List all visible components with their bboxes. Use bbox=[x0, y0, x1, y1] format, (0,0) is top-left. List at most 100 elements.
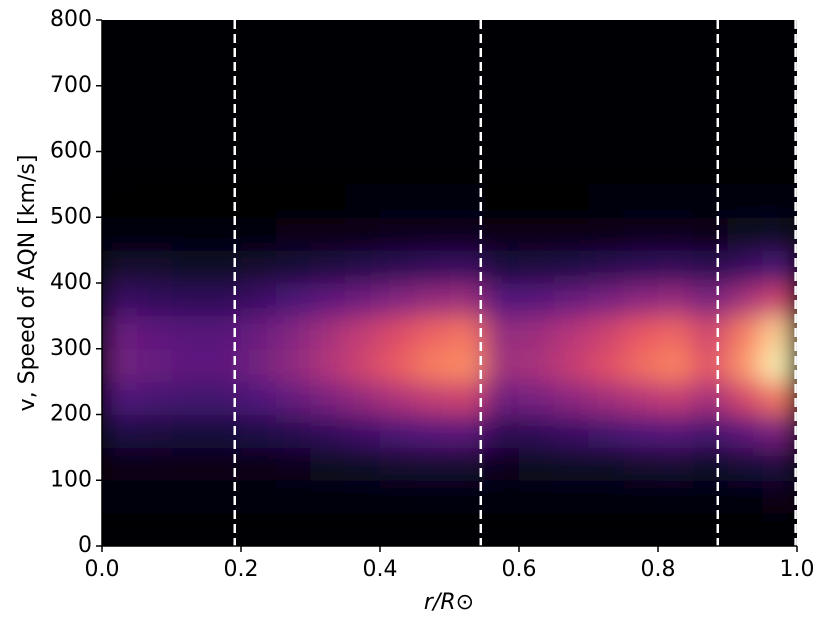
heat-cell bbox=[519, 447, 555, 481]
heat-cell bbox=[102, 414, 138, 448]
heat-cell bbox=[519, 414, 555, 448]
heat-cell bbox=[727, 381, 763, 415]
heat-cell bbox=[623, 217, 659, 251]
heat-cell bbox=[692, 217, 728, 251]
heat-cell bbox=[275, 283, 311, 317]
heat-cell bbox=[171, 447, 207, 481]
heat-cell bbox=[345, 315, 381, 350]
heat-cell bbox=[762, 283, 797, 317]
heat-cell bbox=[310, 184, 346, 218]
heat-cell bbox=[241, 480, 277, 514]
heat-cell bbox=[206, 414, 242, 448]
heat-cell bbox=[762, 315, 797, 350]
heat-cell bbox=[484, 184, 520, 218]
heat-cell bbox=[553, 381, 589, 415]
heat-cell bbox=[414, 283, 450, 317]
heatmap bbox=[102, 184, 797, 514]
heat-cell bbox=[241, 283, 277, 317]
heat-cell bbox=[658, 447, 694, 481]
heat-cell bbox=[658, 381, 694, 415]
heat-cell bbox=[380, 381, 416, 415]
heat-cell bbox=[623, 250, 659, 284]
y-tick-label: 600 bbox=[50, 139, 92, 164]
heat-cell bbox=[136, 217, 172, 251]
heat-cell bbox=[275, 217, 311, 251]
x-tick-label: 0.0 bbox=[85, 557, 120, 582]
heat-cell bbox=[380, 250, 416, 284]
heat-cell bbox=[553, 315, 589, 350]
heat-cell bbox=[414, 348, 450, 383]
heat-cell bbox=[345, 283, 381, 317]
heat-cell bbox=[762, 414, 797, 448]
heat-cell bbox=[102, 283, 138, 317]
heat-cell bbox=[588, 480, 624, 514]
heat-cell bbox=[345, 217, 381, 251]
heat-cell bbox=[310, 414, 346, 448]
heat-cell bbox=[310, 217, 346, 251]
heat-cell bbox=[171, 283, 207, 317]
heat-cell bbox=[206, 480, 242, 514]
heat-cell bbox=[136, 381, 172, 415]
heat-cell bbox=[414, 250, 450, 284]
heat-cell bbox=[171, 315, 207, 350]
x-tick-label: 0.6 bbox=[502, 557, 537, 582]
heat-cell bbox=[692, 348, 728, 383]
y-tick-label: 800 bbox=[50, 7, 92, 32]
heat-cell bbox=[275, 348, 311, 383]
heat-cell bbox=[206, 250, 242, 284]
heat-cell bbox=[762, 348, 797, 383]
heat-cell bbox=[171, 480, 207, 514]
heat-cell bbox=[588, 315, 624, 350]
heat-cell bbox=[414, 381, 450, 415]
heat-cell bbox=[414, 447, 450, 481]
heat-cell bbox=[136, 250, 172, 284]
heat-cell bbox=[727, 480, 763, 514]
heat-cell bbox=[658, 184, 694, 218]
heat-cell bbox=[449, 217, 485, 251]
heat-cell bbox=[519, 480, 555, 514]
heat-cell bbox=[310, 250, 346, 284]
heat-cell bbox=[588, 414, 624, 448]
heat-cell bbox=[241, 184, 277, 218]
heat-cell bbox=[310, 381, 346, 415]
heat-cell bbox=[484, 250, 520, 284]
heat-cell bbox=[136, 315, 172, 350]
heat-cell bbox=[519, 184, 555, 218]
heat-cell bbox=[102, 447, 138, 481]
heat-cell bbox=[206, 184, 242, 218]
heat-cell bbox=[206, 348, 242, 383]
heat-cell bbox=[484, 315, 520, 350]
heat-cell bbox=[414, 217, 450, 251]
y-axis-label: v, Speed of AQN [km/s] bbox=[15, 155, 40, 412]
heat-cell bbox=[310, 315, 346, 350]
heat-cell bbox=[206, 447, 242, 481]
heat-cell bbox=[553, 250, 589, 284]
heat-cell bbox=[136, 480, 172, 514]
heat-cell bbox=[206, 283, 242, 317]
heat-cell bbox=[310, 447, 346, 481]
heat-cell bbox=[275, 250, 311, 284]
heat-cell bbox=[102, 480, 138, 514]
heat-cell bbox=[345, 250, 381, 284]
heat-cell bbox=[727, 348, 763, 383]
heat-cell bbox=[519, 283, 555, 317]
heat-cell bbox=[449, 348, 485, 383]
heat-cell bbox=[206, 315, 242, 350]
heat-cell bbox=[102, 381, 138, 415]
heat-cell bbox=[588, 348, 624, 383]
heat-cell bbox=[727, 315, 763, 350]
heat-cell bbox=[623, 414, 659, 448]
heat-cell bbox=[275, 315, 311, 350]
heat-cell bbox=[136, 283, 172, 317]
heat-cell bbox=[519, 381, 555, 415]
heat-cell bbox=[449, 184, 485, 218]
y-tick-label: 300 bbox=[50, 336, 92, 361]
heat-cell bbox=[136, 414, 172, 448]
heat-cell bbox=[692, 250, 728, 284]
heat-cell bbox=[727, 414, 763, 448]
heat-cell bbox=[102, 315, 138, 350]
heat-cell bbox=[762, 480, 797, 514]
heat-cell bbox=[380, 184, 416, 218]
heat-cell bbox=[623, 283, 659, 317]
